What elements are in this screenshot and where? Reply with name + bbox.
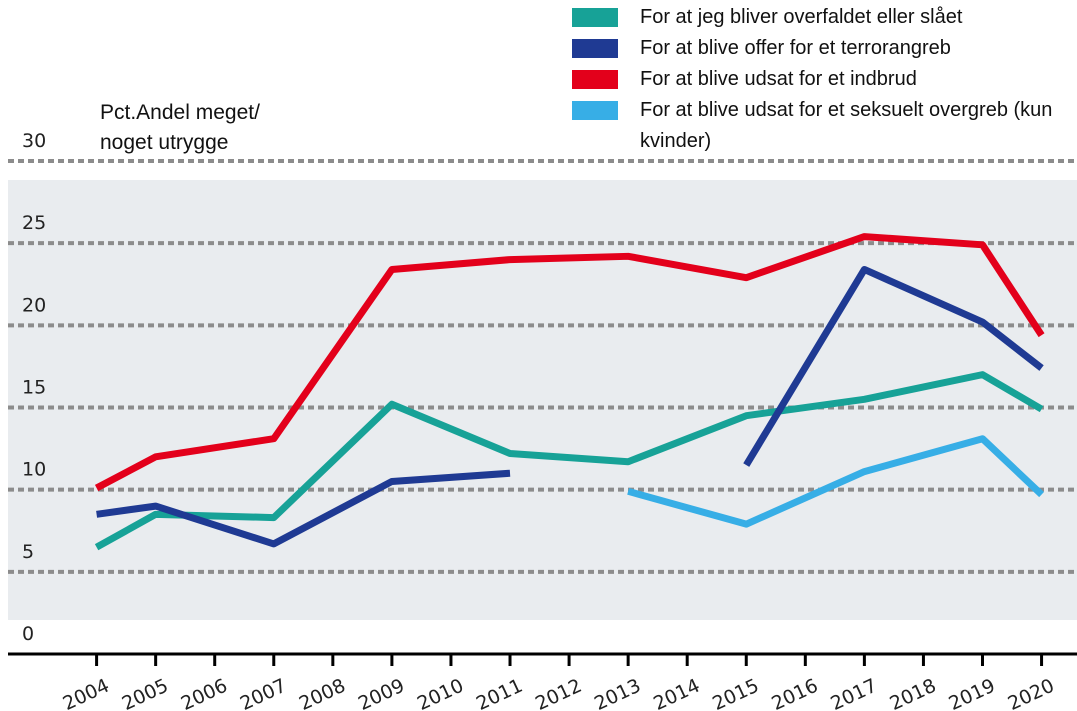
y-tick-label: 15 — [22, 377, 46, 399]
x-tick-label: 2015 — [709, 675, 762, 711]
y-tick-label: 0 — [22, 623, 34, 645]
y-tick-label: 30 — [22, 130, 46, 152]
x-tick-label: 2009 — [355, 675, 408, 711]
series-line — [96, 469, 511, 548]
legend-item: For at jeg bliver overfaldet eller slået — [572, 2, 1060, 33]
x-tick-label: 2016 — [768, 675, 821, 711]
x-tick-label: 2011 — [473, 675, 526, 711]
legend-label: For at jeg bliver overfaldet eller slået — [640, 6, 963, 28]
x-tick-label: 2005 — [119, 675, 172, 711]
series-line — [627, 435, 1044, 528]
legend-item: For at blive offer for et terrorangreb — [572, 33, 1060, 64]
y-tick-label: 25 — [22, 212, 46, 234]
x-tick-label: 2013 — [591, 675, 644, 711]
legend-swatch — [572, 101, 618, 120]
legend-item: For at blive udsat for et indbrud — [572, 64, 1060, 95]
legend-label: For at blive offer for et terrorangreb — [640, 37, 951, 59]
legend: For at jeg bliver overfaldet eller slået… — [572, 2, 1072, 157]
x-tick-label: 2008 — [296, 675, 349, 711]
legend-swatch — [572, 70, 618, 89]
x-tick-label: 2018 — [886, 675, 939, 711]
y-tick-label: 20 — [22, 294, 46, 316]
legend-swatch — [572, 8, 618, 27]
y-tick-label: 5 — [22, 541, 34, 563]
x-tick-label: 2012 — [532, 675, 585, 711]
legend-label: For at blive udsat for et seksuelt overg… — [640, 99, 1053, 152]
legend-label: For at blive udsat for et indbrud — [640, 68, 917, 90]
x-tick-label: 2010 — [414, 675, 467, 711]
x-tick-label: 2017 — [827, 675, 880, 711]
series-line — [94, 233, 1045, 492]
series-line — [94, 371, 1044, 551]
series-line — [743, 265, 1044, 467]
y-tick-label: 10 — [22, 459, 46, 481]
x-tick-label: 2020 — [1005, 675, 1058, 711]
legend-item: For at blive udsat for et seksuelt overg… — [572, 95, 1060, 157]
plot-background — [8, 180, 1077, 620]
y-axis-label: Pct.Andel meget/ noget utrygge — [100, 101, 260, 154]
x-tick-label: 2006 — [178, 675, 231, 711]
x-tick-label: 2004 — [60, 675, 113, 711]
x-tick-label: 2007 — [237, 675, 290, 711]
legend-swatch — [572, 39, 618, 58]
x-tick-label: 2019 — [945, 675, 998, 711]
x-tick-label: 2014 — [650, 675, 703, 711]
